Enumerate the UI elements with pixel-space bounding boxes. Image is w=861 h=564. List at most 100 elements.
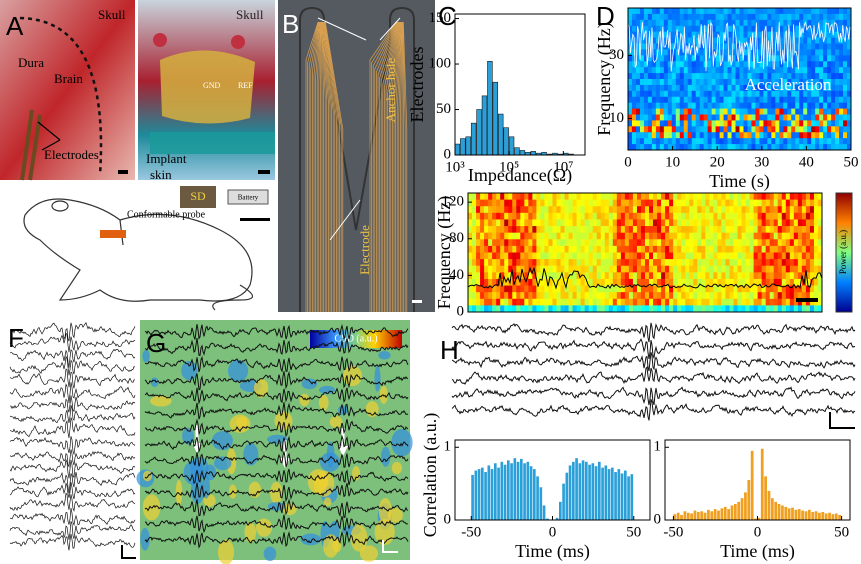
spectrogram-cell xyxy=(699,43,705,50)
trace xyxy=(9,348,136,368)
spectrogram-cell xyxy=(540,278,545,286)
y-tick-label: 150 xyxy=(429,10,452,26)
spectrogram-cell xyxy=(751,114,756,121)
spectrogram-cell xyxy=(717,305,722,313)
spectrogram-cell xyxy=(689,239,694,247)
spectrogram-cell xyxy=(697,232,702,240)
spectrogram-cell xyxy=(805,226,811,234)
spectrogram-cell xyxy=(777,193,783,201)
spectrogram-cell xyxy=(635,31,641,38)
bar xyxy=(562,483,565,520)
csd-blob xyxy=(263,546,277,561)
spectrogram-cell xyxy=(612,285,618,293)
spectrogram-cell xyxy=(472,245,477,253)
spectrogram-cell xyxy=(797,212,803,220)
spectrogram-cell xyxy=(767,79,772,86)
x-tick-label: 0 xyxy=(754,524,762,540)
spectrogram-cell xyxy=(665,193,670,201)
spectrogram-cell xyxy=(803,13,808,21)
spectrogram-cell xyxy=(504,298,509,306)
spectrogram-cell xyxy=(795,114,800,121)
spectrogram-cell xyxy=(719,19,724,27)
csd-blob xyxy=(140,527,150,551)
spectrogram-cell xyxy=(679,79,685,86)
colorbar-label: Power (a.u.) xyxy=(838,230,848,274)
spectrogram-cell xyxy=(773,206,779,214)
spectrogram-cell xyxy=(665,278,670,286)
spectrogram-cell xyxy=(741,239,746,247)
spectrogram-cell xyxy=(588,292,594,300)
spectrogram-cell xyxy=(689,219,694,227)
spectrogram-cell xyxy=(548,219,553,227)
spectrogram-cell xyxy=(823,79,828,86)
spectrogram-cell xyxy=(759,37,764,44)
spectrogram-cell xyxy=(811,84,816,92)
spectrogram-cell xyxy=(773,259,779,267)
bar xyxy=(614,472,617,520)
spectrogram-cell xyxy=(516,232,521,240)
photo-label: Brain xyxy=(54,71,83,86)
spectrogram-cell xyxy=(671,132,677,139)
spectrogram-cell xyxy=(636,199,642,207)
spectrogram-cell xyxy=(743,79,748,86)
spectrogram-cell xyxy=(797,206,803,214)
spectrogram-cell xyxy=(805,199,811,207)
spectrogram-cell xyxy=(657,206,662,214)
spectrogram-cell xyxy=(655,120,661,127)
spectrogram-cell xyxy=(719,120,724,127)
spectrogram-cell xyxy=(616,226,622,234)
spectrogram-cell xyxy=(847,114,852,121)
spectrogram-cell xyxy=(679,120,685,127)
spectrogram-cell xyxy=(532,232,537,240)
spectrogram-cell xyxy=(731,84,736,92)
spectrogram-cell xyxy=(673,265,678,273)
spectrogram-cell xyxy=(584,305,590,313)
spectrogram-cell xyxy=(608,239,614,247)
spectrogram-cell xyxy=(640,199,646,207)
spectrogram-cell xyxy=(703,120,709,127)
spectrogram-cell xyxy=(775,114,780,121)
spectrogram-cell xyxy=(608,259,614,267)
spectrogram-cell xyxy=(787,126,792,133)
spectrogram-cell xyxy=(476,219,481,227)
spectrogram-cell xyxy=(681,278,686,286)
spectrogram-cell xyxy=(596,232,602,240)
spectrogram-cell xyxy=(777,292,783,300)
spectrogram-cell xyxy=(785,206,791,214)
spectrogram-cell xyxy=(628,126,633,133)
spectrogram-cell xyxy=(640,245,646,253)
spectrogram-cell xyxy=(773,232,779,240)
spectrogram-cell xyxy=(717,252,722,260)
spectrogram-cell xyxy=(552,272,557,280)
spectrogram-cell xyxy=(793,298,799,306)
spectrogram-cell xyxy=(524,219,529,227)
spectrogram-cell xyxy=(560,278,565,286)
spectrogram-cell xyxy=(683,13,689,21)
annotation: Acceleration xyxy=(745,75,832,94)
spectrogram-cell xyxy=(839,132,844,139)
spectrogram-cell xyxy=(616,252,622,260)
spectrogram-cell xyxy=(773,252,779,260)
spectrogram-cell xyxy=(703,73,709,80)
spectrogram-cell xyxy=(701,272,706,280)
spectrogram-cell xyxy=(556,226,561,234)
trace xyxy=(9,405,136,424)
spectrogram-cell xyxy=(673,206,678,214)
spectrogram-cell xyxy=(789,292,795,300)
bar xyxy=(801,510,804,520)
spectrogram-cell xyxy=(725,305,730,313)
spectrogram-cell xyxy=(552,193,557,201)
spectrogram-cell xyxy=(783,37,788,44)
spectrogram-cell xyxy=(839,8,844,15)
spectrogram-cell xyxy=(745,272,750,280)
spectrogram-cell xyxy=(675,102,681,109)
spectrogram-cell xyxy=(624,285,630,293)
spectrogram-cell xyxy=(751,108,756,115)
spectrogram-cell xyxy=(775,25,780,33)
spectrogram-cell xyxy=(468,259,473,267)
spectrogram-cell xyxy=(548,278,553,286)
spectrogram-cell xyxy=(771,49,776,56)
spectrogram-cell xyxy=(681,232,686,240)
spectrogram-cell xyxy=(723,114,728,121)
pointer xyxy=(329,199,361,241)
